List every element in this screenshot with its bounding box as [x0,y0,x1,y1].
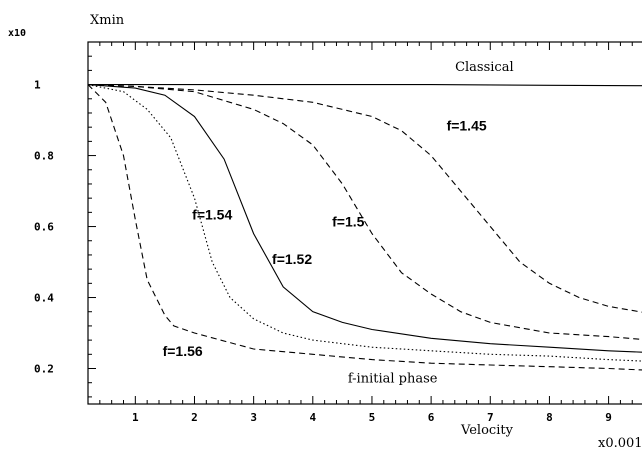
annotation-f-1-52: f=1.52 [272,251,312,267]
annotation-f-1-5: f=1.5 [332,214,365,230]
y-tick-label: 1 [34,79,41,92]
series-f-1-5 [87,84,642,340]
x-tick-label: 4 [309,411,316,424]
y-tick-label: 0.8 [34,150,54,163]
y-axis-multiplier: x10 [8,28,26,39]
y-axis-label: Xmin [90,13,125,28]
y-tick-label: 0.2 [34,363,54,376]
axis-ticks: 1 2 3 4 5 6 7 8 9 0.2 0.4 0.6 0.8 1 [34,41,633,424]
x-tick-label: 7 [487,411,494,424]
y-tick-label: 0.6 [34,221,54,234]
y-tick-label: 0.4 [34,292,54,305]
x-tick-label: 8 [546,411,553,424]
annotation-classical: Classical [455,60,514,75]
annotation-f-initial-phase: f-initial phase [348,372,438,387]
x-tick-label: 2 [191,411,198,424]
annotation-f-1-45: f=1.45 [447,118,487,134]
x-tick-label: 6 [428,411,435,424]
x-tick-label: 1 [132,411,139,424]
x-axis-label: Velocity [460,423,514,438]
x-tick-label: 5 [369,411,376,424]
annotation-f-1-54: f=1.54 [192,206,232,222]
plot-frame [87,41,642,405]
x-axis-multiplier: x0.001 [598,436,642,451]
x-tick-label: 3 [250,411,257,424]
series-f-1-56 [87,84,642,371]
series-f-1-45 [87,84,642,313]
series-group [87,84,642,371]
series-f-1-52 [87,84,642,353]
x-tick-label: 9 [605,411,612,424]
annotation-f-1-56: f=1.56 [163,343,203,359]
annotations-group: Classical f=1.45 f=1.5 f=1.52 f=1.54 f=1.56 f-… [163,60,514,387]
series-f-1-54 [87,84,642,362]
series-classical [88,84,642,87]
